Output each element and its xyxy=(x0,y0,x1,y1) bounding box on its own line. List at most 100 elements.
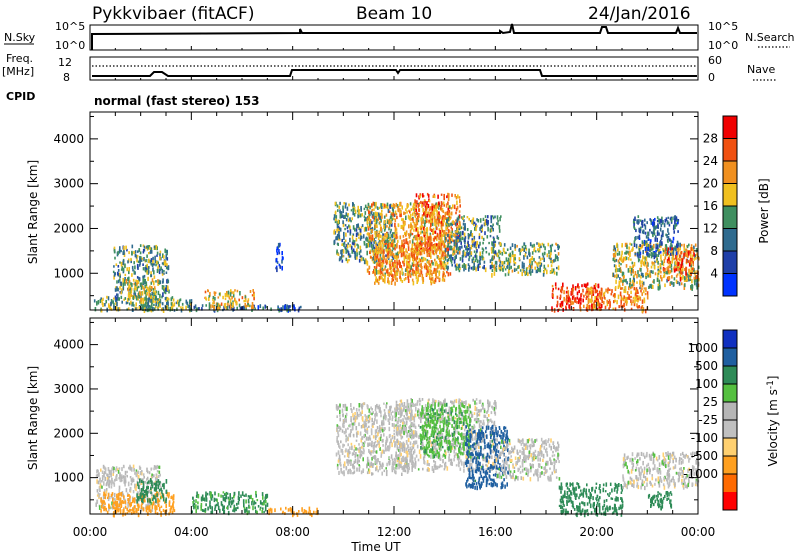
power-cell xyxy=(399,210,402,214)
power-cell xyxy=(469,251,471,255)
power-cell xyxy=(241,296,244,300)
power-cell xyxy=(371,247,374,253)
power-cell xyxy=(399,248,401,253)
velocity-cell xyxy=(231,500,234,504)
power-cell xyxy=(366,260,368,264)
velocity-cell xyxy=(130,482,133,486)
power-cell xyxy=(662,230,664,234)
power-cell xyxy=(224,292,227,298)
velocity-cell xyxy=(106,474,109,479)
power-cell xyxy=(333,240,336,245)
velocity-cell xyxy=(165,479,168,484)
power-cell xyxy=(607,301,610,304)
velocity-cell xyxy=(214,504,217,509)
power-cell xyxy=(150,258,153,263)
power-cell xyxy=(451,222,453,226)
power-cell xyxy=(407,243,410,248)
power-cell xyxy=(482,237,485,241)
velocity-cell xyxy=(301,507,303,512)
power-cell xyxy=(691,258,693,262)
velocity-cell xyxy=(161,489,163,494)
power-cell xyxy=(392,203,395,207)
power-cell xyxy=(140,256,142,259)
power-cell xyxy=(492,246,495,250)
power-cell xyxy=(142,299,145,305)
velocity-cell xyxy=(140,472,143,476)
power-cell xyxy=(354,251,357,256)
power-cell xyxy=(671,259,674,264)
power-cell xyxy=(424,199,426,203)
power-cell xyxy=(643,287,646,290)
power-cell xyxy=(546,253,549,258)
power-cell xyxy=(457,230,460,235)
velocity-cell xyxy=(114,498,116,501)
power-cell xyxy=(576,291,579,296)
power-cell xyxy=(133,282,136,286)
power-cell xyxy=(668,223,671,227)
velocity-cell xyxy=(143,490,146,494)
velocity-cell xyxy=(255,490,257,495)
power-cell xyxy=(378,230,381,234)
power-cell xyxy=(181,302,184,306)
power-cell xyxy=(151,287,153,290)
power-cell xyxy=(614,286,617,289)
power-cell xyxy=(140,285,143,290)
power-cell xyxy=(471,220,473,225)
power-cell xyxy=(236,301,238,306)
power-cell xyxy=(614,250,617,255)
velocity-cell xyxy=(216,498,218,503)
power-cell xyxy=(281,251,283,256)
power-cell xyxy=(446,226,448,231)
power-cell xyxy=(358,210,360,215)
power-cell xyxy=(99,298,102,304)
power-cell xyxy=(152,259,154,264)
power-cell xyxy=(460,241,462,245)
power-cell xyxy=(390,269,392,273)
power-cell xyxy=(415,242,418,246)
power-cell xyxy=(117,279,120,284)
power-cell xyxy=(636,289,639,295)
velocity-cell xyxy=(119,507,121,511)
velocity-cell xyxy=(115,466,118,469)
power-cell xyxy=(125,279,128,284)
power-cell xyxy=(614,287,617,291)
velocity-cell xyxy=(133,500,136,504)
power-cell xyxy=(416,252,418,255)
power-cell xyxy=(443,278,446,282)
power-cell xyxy=(445,226,447,231)
velocity-cell xyxy=(102,499,104,504)
power-cell xyxy=(249,290,252,293)
power-cell xyxy=(120,291,123,295)
power-cell xyxy=(434,258,436,262)
power-cell xyxy=(443,260,446,264)
power-cell xyxy=(414,248,416,252)
power-cell xyxy=(430,255,432,259)
power-cell xyxy=(675,256,677,260)
power-cell xyxy=(629,253,631,257)
velocity-cell xyxy=(113,481,115,485)
power-cell xyxy=(339,201,341,205)
power-cell xyxy=(173,302,176,307)
power-cell xyxy=(493,264,496,269)
power-cell xyxy=(467,233,470,236)
power-cell xyxy=(224,305,226,309)
power-cell xyxy=(667,239,669,243)
power-cell xyxy=(470,251,473,256)
power-cell xyxy=(537,242,540,247)
power-cell xyxy=(431,242,433,247)
power-cell xyxy=(113,265,115,268)
power-cell xyxy=(633,223,635,228)
power-cell xyxy=(644,225,647,230)
velocity-cell xyxy=(158,465,161,469)
power-cell xyxy=(679,242,681,248)
power-cell xyxy=(157,302,160,307)
velocity-cell xyxy=(155,473,158,477)
power-cell xyxy=(436,211,439,216)
power-cell xyxy=(411,239,414,244)
power-cell xyxy=(431,272,433,277)
power-cell xyxy=(231,307,233,310)
power-cell xyxy=(417,231,420,234)
power-cell xyxy=(556,300,559,306)
power-cell xyxy=(531,264,533,269)
power-cell xyxy=(691,286,693,291)
